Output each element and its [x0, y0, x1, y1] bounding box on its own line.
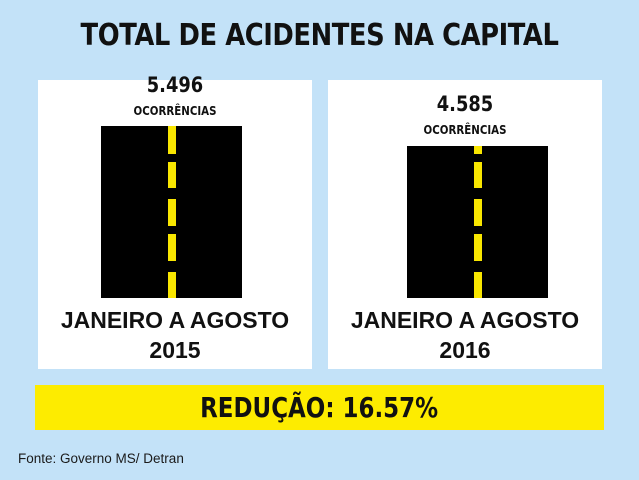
road-stripe [168, 272, 176, 298]
period-label-2015: JANEIRO A AGOSTO [60, 307, 290, 333]
road-stripe [168, 234, 176, 261]
reduction-banner: REDUÇÃO: 16.57% [35, 385, 604, 430]
road-stripe [474, 199, 482, 226]
count-label-2016: OCORRÊNCIAS [423, 122, 507, 137]
panel-2015: 5.496 OCORRÊNCIAS JANEIRO A AGOSTO 2015 [38, 73, 312, 369]
count-label-2015: OCORRÊNCIAS [133, 103, 217, 118]
road-bar-2016 [407, 146, 548, 298]
road-stripe [474, 162, 482, 188]
road-stripe [168, 126, 176, 154]
period-year-2015: 2015 [149, 337, 201, 363]
road-bar-2015 [101, 126, 242, 298]
road-stripe [474, 234, 482, 261]
source-caption: Fonte: Governo MS/ Detran [18, 451, 184, 466]
count-2016: 4.585 [436, 92, 494, 116]
reduction-text: REDUÇÃO: 16.57% [200, 391, 439, 424]
panel-2016: 4.585 OCORRÊNCIAS JANEIRO A AGOSTO 2016 [328, 80, 602, 369]
road-stripe [474, 272, 482, 298]
period-year-2016: 2016 [439, 337, 491, 363]
road-stripe [168, 162, 176, 188]
count-2015: 5.496 [146, 73, 204, 97]
road-stripe [474, 146, 482, 154]
period-label-2016: JANEIRO A AGOSTO [350, 307, 580, 333]
page-title: TOTAL DE ACIDENTES NA CAPITAL [80, 18, 559, 53]
road-stripe [168, 199, 176, 226]
